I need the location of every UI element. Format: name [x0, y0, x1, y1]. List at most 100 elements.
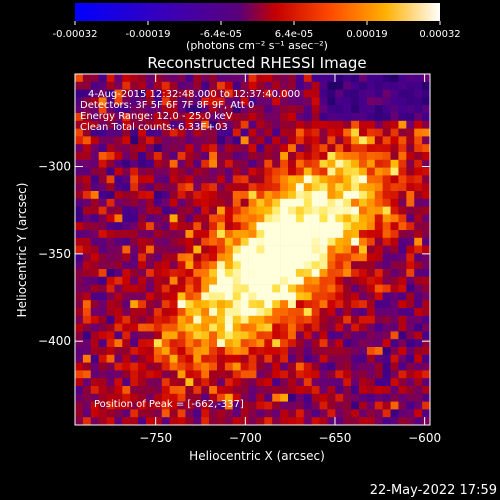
- heatmap-cell: [248, 136, 257, 145]
- heatmap-cell: [161, 315, 170, 324]
- heatmap-cell: [82, 378, 92, 387]
- heatmap-cell: [280, 206, 289, 215]
- heatmap-cell: [422, 222, 430, 231]
- heatmap-cell: [327, 401, 336, 410]
- heatmap-cell: [335, 261, 344, 270]
- heatmap-cell: [335, 136, 344, 145]
- heatmap-cell: [161, 362, 170, 371]
- heatmap-cell: [351, 292, 360, 301]
- heatmap-cell: [319, 97, 328, 106]
- heatmap-cell: [351, 393, 360, 402]
- heatmap-cell: [75, 191, 84, 200]
- heatmap-cell: [398, 409, 407, 418]
- heatmap-cell: [217, 191, 226, 200]
- heatmap-cell: [185, 214, 194, 223]
- heatmap-cell: [311, 292, 320, 301]
- heatmap-cell: [359, 347, 368, 356]
- heatmap-cell: [390, 105, 399, 114]
- heatmap-cell: [209, 152, 218, 161]
- heatmap-cell: [130, 331, 139, 340]
- heatmap-cell: [335, 74, 344, 83]
- heatmap-cell: [335, 347, 344, 356]
- heatmap-cell: [122, 292, 131, 301]
- heatmap-cell: [272, 128, 281, 137]
- heatmap-cell: [90, 74, 99, 83]
- heatmap-cell: [303, 300, 312, 309]
- heatmap-cell: [359, 120, 368, 129]
- heatmap-cell: [280, 245, 289, 254]
- heatmap-cell: [311, 97, 320, 106]
- heatmap-cell: [153, 120, 163, 129]
- heatmap-cell: [248, 191, 257, 200]
- heatmap-cell: [311, 354, 320, 363]
- heatmap-cell: [169, 331, 178, 340]
- heatmap-cell: [406, 401, 415, 410]
- heatmap-cell: [130, 253, 139, 262]
- heatmap-cell: [422, 300, 430, 309]
- heatmap-cell: [217, 198, 226, 207]
- heatmap-cell: [122, 81, 131, 90]
- heatmap-cell: [327, 81, 336, 90]
- heatmap-cell: [161, 222, 170, 231]
- heatmap-cell: [264, 315, 273, 324]
- heatmap-cell: [90, 409, 99, 418]
- heatmap-cell: [422, 276, 430, 285]
- annotation-clean-counts: Clean Total counts: 6.33E+03: [80, 122, 228, 133]
- heatmap-cell: [343, 292, 352, 301]
- heatmap-cell: [406, 261, 415, 270]
- heatmap-cell: [398, 261, 407, 270]
- heatmap-cell: [390, 269, 399, 278]
- heatmap-cell: [382, 89, 391, 98]
- heatmap-cell: [303, 284, 312, 293]
- heatmap-cell: [130, 191, 139, 200]
- heatmap-cell: [106, 315, 115, 324]
- heatmap-cell: [106, 81, 115, 90]
- heatmap-cell: [398, 362, 407, 371]
- heatmap-cell: [75, 81, 84, 90]
- heatmap-cell: [248, 128, 257, 137]
- heatmap-cell: [422, 206, 430, 215]
- heatmap-cell: [240, 74, 249, 83]
- heatmap-cell: [390, 284, 399, 293]
- heatmap-cell: [146, 105, 155, 114]
- heatmap-cell: [82, 159, 92, 168]
- heatmap-cell: [390, 245, 399, 254]
- y-axis-label: Heliocentric Y (arcsec): [15, 183, 29, 318]
- heatmap-cell: [193, 292, 202, 301]
- heatmap-cell: [398, 284, 407, 293]
- heatmap-cell: [248, 206, 257, 215]
- heatmap-cell: [153, 245, 163, 254]
- heatmap-cell: [114, 237, 123, 246]
- heatmap-cell: [161, 323, 170, 332]
- heatmap-cell: [193, 300, 202, 309]
- heatmap-cell: [382, 81, 391, 90]
- heatmap-cell: [311, 417, 320, 425]
- heatmap-cell: [382, 378, 391, 387]
- heatmap-cell: [177, 261, 186, 270]
- heatmap-cell: [398, 167, 407, 176]
- heatmap-cell: [272, 120, 281, 129]
- heatmap-cell: [122, 237, 131, 246]
- heatmap-cell: [343, 183, 352, 192]
- heatmap-cell: [75, 370, 84, 379]
- heatmap-cell: [185, 347, 194, 356]
- heatmap-cell: [98, 378, 107, 387]
- heatmap-cell: [153, 128, 163, 137]
- heatmap-cell: [217, 253, 226, 262]
- heatmap-cell: [82, 315, 92, 324]
- heatmap-cell: [98, 191, 107, 200]
- heatmap-cell: [335, 191, 344, 200]
- heatmap-cell: [232, 339, 241, 348]
- heatmap-cell: [359, 198, 368, 207]
- heatmap-cell: [209, 292, 218, 301]
- heatmap-cell: [217, 378, 226, 387]
- heatmap-cell: [75, 113, 84, 122]
- heatmap-cell: [343, 237, 352, 246]
- heatmap-cell: [359, 401, 368, 410]
- heatmap-cell: [288, 175, 297, 184]
- heatmap-cell: [288, 308, 297, 317]
- heatmap-cell: [169, 370, 178, 379]
- heatmap-cell: [288, 191, 297, 200]
- heatmap-cell: [398, 331, 407, 340]
- heatmap-cell: [406, 347, 415, 356]
